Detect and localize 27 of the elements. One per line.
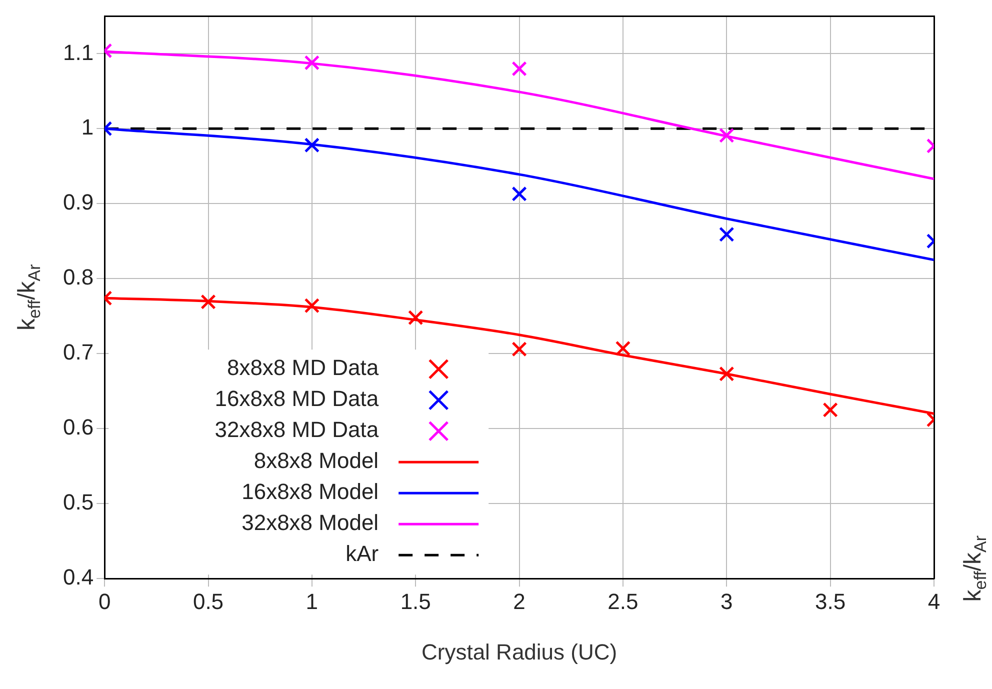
x-axis-title: Crystal Radius (UC) [422,640,618,665]
y-tick-label: 1.1 [62,40,94,65]
x-tick-label: 1 [306,588,318,614]
x-tick-label: 4 [928,588,940,614]
x-tick-label: 2.5 [608,588,638,614]
legend-label: kAr [346,541,379,566]
legend-label: 8x8x8 MD Data [226,355,380,380]
y-axis-title: keff/kAr [14,264,44,331]
y-tick-label: 0.4 [62,564,94,590]
x-tick-label: 0 [98,588,111,614]
y-tick-label: 1 [81,114,94,140]
x-tick-label: 1.5 [400,588,431,614]
x-tick-label: 0.5 [192,588,224,614]
legend-label: 8x8x8 Model [254,448,379,474]
y-tick-label: 0.9 [62,190,94,215]
y-tick-label: 0.7 [62,340,94,365]
legend-label: 16x8x8 Model [242,479,379,504]
y-tick-label: 0.8 [62,264,94,290]
legend-label: 32x8x8 MD Data [214,417,380,442]
x-tick-label: 2 [513,588,526,614]
x-tick-label: 3.5 [815,588,846,614]
legend-label: 16x8x8 MD Data [214,386,380,412]
y2-axis-title: keff/kAr [960,535,990,602]
legend-label: 32x8x8 Model [242,510,379,536]
x-tick-label: 3 [720,588,733,614]
y-tick-label: 0.6 [62,414,94,440]
y-tick-label: 0.5 [62,490,94,515]
